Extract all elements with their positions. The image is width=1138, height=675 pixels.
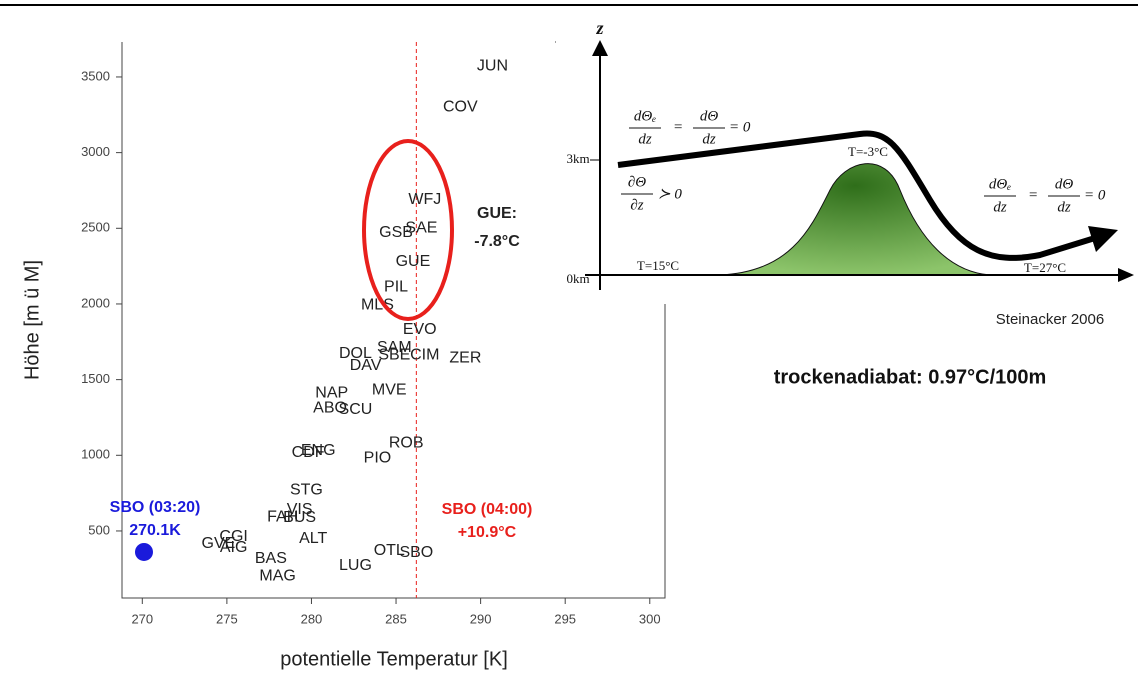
eq-text: dz	[638, 131, 652, 147]
arrowhead	[1118, 268, 1134, 282]
station-point: ZER	[449, 350, 481, 367]
station-point: MAG	[259, 568, 295, 585]
x-tick-label: 275	[216, 611, 238, 626]
station-point: PIL	[384, 279, 408, 296]
y-tick-label: 3000	[81, 144, 110, 159]
station-point: SAE	[405, 220, 437, 237]
y-tick-label: 1500	[81, 371, 110, 386]
annotation: GUE:	[477, 205, 517, 222]
station-point: STG	[290, 481, 323, 498]
station-point: GVE	[202, 535, 236, 552]
station-point: GSB	[379, 224, 413, 241]
eq-text: dz	[993, 199, 1007, 215]
marker	[134, 542, 153, 561]
station-point: VIS	[287, 501, 313, 518]
eq-text: ≻ 0	[658, 186, 682, 202]
station-point: CGI	[219, 528, 247, 545]
x-tick-label: 270	[131, 611, 153, 626]
eq-text: = 0	[1084, 187, 1106, 203]
eq-text: =	[1028, 187, 1038, 203]
annotation: SBO (04:00)	[442, 501, 533, 518]
y-tick-label: 3500	[81, 68, 110, 83]
station-point: SAM	[377, 339, 412, 356]
x-tick-label: 300	[639, 611, 661, 626]
station-point: BAS	[255, 550, 287, 567]
eq-text: dz	[702, 131, 716, 147]
diagram-text: 3km	[566, 151, 589, 166]
profile-curve	[617, 130, 1096, 261]
station-point: GUE	[396, 253, 431, 270]
credit: Steinacker 2006	[996, 311, 1104, 328]
x-axis-label: potentielle Temperatur [K]	[280, 648, 508, 670]
station-point: WFJ	[408, 191, 441, 208]
station-point: EVO	[403, 321, 437, 338]
eq-text: = 0	[729, 119, 751, 135]
station-point: NAP	[315, 384, 348, 401]
annotation: -7.8°C	[474, 233, 520, 250]
x-tick-label: 295	[554, 611, 576, 626]
annotation: +10.9°C	[458, 524, 517, 541]
y-tick-label: 500	[88, 522, 110, 537]
eq-text: ∂Θ	[628, 174, 646, 190]
eq-text: dΘₑ	[634, 108, 656, 124]
eq-text: =	[673, 119, 683, 135]
annotation: 270.1K	[129, 522, 181, 539]
station-point: CDF	[292, 444, 325, 461]
eq-text: dΘ	[700, 108, 719, 124]
station-point: ROB	[389, 434, 424, 451]
station-point: PIO	[364, 450, 392, 467]
diagram-text: z	[595, 18, 603, 38]
station-point: FAH	[267, 509, 298, 526]
arrowhead	[1088, 226, 1118, 252]
station-point: AIG	[220, 539, 248, 556]
station-point: ENG	[301, 442, 336, 459]
arrowhead	[592, 40, 608, 56]
station-point: SBO	[399, 544, 433, 561]
note: trockenadiabat: 0.97°C/100m	[774, 366, 1047, 388]
y-axis-label: Höhe [m ü M]	[21, 260, 43, 380]
station-point: MVE	[372, 381, 407, 398]
station-point: SCU	[339, 401, 373, 418]
diagram-text: T=15°C	[637, 258, 679, 273]
diagram: z 3km 0km dΘₑ dz = dΘ dz = 0 dΘₑ dz = dΘ dz = 0 ∂Θ ∂z…	[556, 14, 1138, 304]
highlight-ellipse	[362, 139, 454, 321]
station-point: SBE	[378, 347, 410, 364]
annotation: SBO (03:20)	[110, 499, 201, 516]
eq-text: dΘ	[1055, 176, 1074, 192]
station-point: JUN	[477, 58, 508, 75]
station-point: BUS	[283, 509, 316, 526]
x-tick-label: 290	[470, 611, 492, 626]
mountain	[719, 163, 991, 276]
x-tick-label: 285	[385, 611, 407, 626]
y-tick-label: 2000	[81, 295, 110, 310]
station-point: LUG	[339, 557, 372, 574]
diagram-text: 0km	[566, 271, 589, 286]
y-tick-label: 2500	[81, 220, 110, 235]
eq-text: ∂z	[630, 197, 643, 213]
station-point: ABO	[313, 400, 347, 417]
diagram-text: T=-3°C	[848, 144, 888, 159]
station-point: OTL	[374, 542, 405, 559]
station-point: CIM	[410, 347, 439, 364]
station-point: COV	[443, 98, 478, 115]
eq-text: dz	[1057, 199, 1071, 215]
y-tick-label: 1000	[81, 447, 110, 462]
station-point: ALT	[299, 530, 327, 547]
station-point: DOL	[339, 345, 372, 362]
diagram-text: T=27°C	[1024, 260, 1066, 275]
x-tick-label: 280	[301, 611, 323, 626]
station-point: DAV	[350, 357, 382, 374]
eq-text: dΘₑ	[989, 176, 1011, 192]
